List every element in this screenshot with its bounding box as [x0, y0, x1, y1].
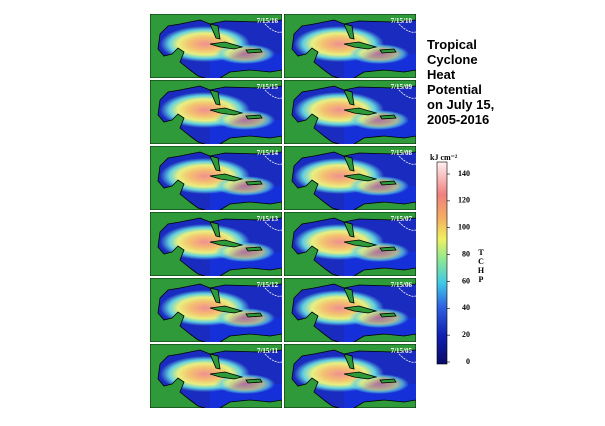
panel-label: 7/15/07	[391, 215, 413, 223]
panel-label: 7/15/11	[257, 347, 279, 355]
colorbar-label: C	[478, 257, 484, 266]
colorbar-tick-label: 80	[462, 249, 470, 258]
title-line: Cyclone	[427, 52, 478, 67]
panel-label: 7/15/14	[257, 149, 279, 157]
panel-label: 7/15/06	[391, 281, 413, 289]
title-line: on July 15,	[427, 97, 494, 112]
panel-label: 7/15/15	[257, 83, 279, 91]
title-line: Heat	[427, 67, 456, 82]
panel-label: 7/15/13	[257, 215, 279, 223]
colorbar-tick-label: 0	[466, 357, 470, 366]
panel-label: 7/15/09	[391, 83, 413, 91]
title-line: Potential	[427, 82, 482, 97]
title-line: Tropical	[427, 37, 477, 52]
panel-label: 7/15/10	[391, 17, 413, 25]
colorbar-unit: kJ cm⁻²	[430, 153, 458, 162]
colorbar-tick-label: 100	[458, 223, 470, 232]
colorbar-gradient	[436, 161, 448, 365]
colorbar-tick-label: 20	[462, 330, 470, 339]
colorbar-tick-label: 140	[458, 169, 470, 178]
panel-label: 7/15/08	[391, 149, 413, 157]
colorbar-label: P	[479, 275, 484, 284]
panel-label: 7/15/16	[257, 17, 279, 25]
panel-label: 7/15/05	[391, 347, 413, 355]
panel-label: 7/15/12	[257, 281, 279, 289]
colorbar-label: T	[478, 248, 484, 257]
colorbar-label: H	[478, 266, 485, 275]
map-panels: 7/15/16 7/15/10 7/15/15 7/15/09 7/15/14 7/15/…	[150, 14, 416, 408]
colorbar-tick-label: 40	[462, 303, 470, 312]
title-line: 2005-2016	[427, 112, 489, 127]
colorbar-tick-label: 60	[462, 276, 470, 285]
colorbar-tick-label: 120	[458, 196, 470, 205]
